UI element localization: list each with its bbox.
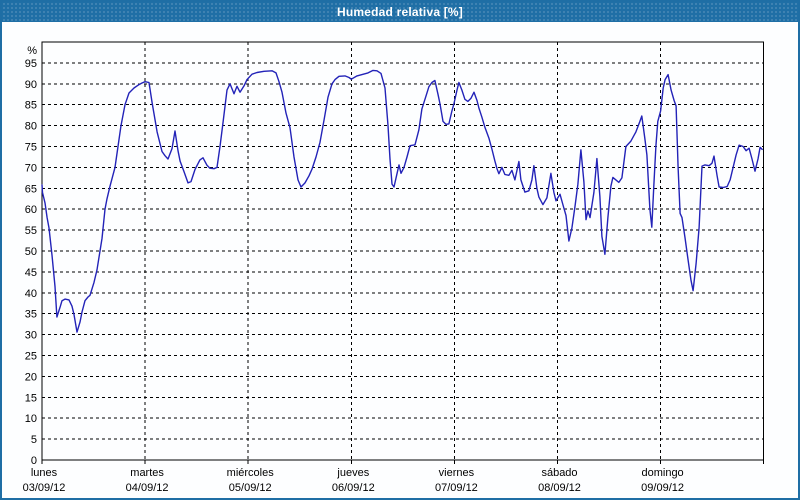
x-day-label: lunes	[31, 467, 58, 479]
x-date-label: 04/09/12	[126, 482, 169, 494]
y-tick-label: 50	[25, 246, 37, 258]
y-tick-label: 10	[25, 413, 37, 425]
x-date-label: 06/09/12	[332, 482, 375, 494]
y-tick-label: 30	[25, 330, 37, 342]
humidity-line	[41, 69, 763, 333]
y-tick-label: 65	[25, 183, 37, 195]
y-tick-label: 25	[25, 351, 37, 363]
y-tick-label: 55	[25, 225, 37, 237]
y-tick-label: 70	[25, 162, 37, 174]
chart-title-bar: Humedad relativa [%]	[2, 2, 798, 22]
y-tick-label: 90	[25, 79, 37, 91]
x-day-label: sábado	[541, 467, 577, 479]
y-unit-label: %	[27, 45, 37, 57]
x-date-label: 09/09/12	[641, 482, 684, 494]
y-tick-label: 60	[25, 204, 37, 216]
chart-title: Humedad relativa [%]	[336, 5, 464, 19]
x-day-label: viernes	[439, 467, 475, 479]
y-tick-label: 95	[25, 58, 37, 70]
y-tick-label: 45	[25, 267, 37, 279]
y-tick-label: 15	[25, 392, 37, 404]
x-day-label: miércoles	[227, 467, 275, 479]
y-tick-label: 35	[25, 309, 37, 321]
y-tick-label: 5	[31, 434, 37, 446]
plot-frame	[41, 41, 765, 461]
y-tick-label: 85	[25, 100, 37, 112]
y-tick-label: 0	[31, 455, 37, 467]
x-day-label: jueves	[336, 467, 369, 479]
x-date-label: 03/09/12	[23, 482, 66, 494]
y-tick-label: 80	[25, 121, 37, 133]
y-tick-label: 40	[25, 288, 37, 300]
y-tick-label: 20	[25, 371, 37, 383]
x-date-label: 08/09/12	[538, 482, 581, 494]
x-day-label: martes	[130, 467, 164, 479]
y-tick-label: 75	[25, 142, 37, 154]
x-date-label: 07/09/12	[435, 482, 478, 494]
x-date-label: 05/09/12	[229, 482, 272, 494]
x-day-label: domingo	[641, 467, 683, 479]
